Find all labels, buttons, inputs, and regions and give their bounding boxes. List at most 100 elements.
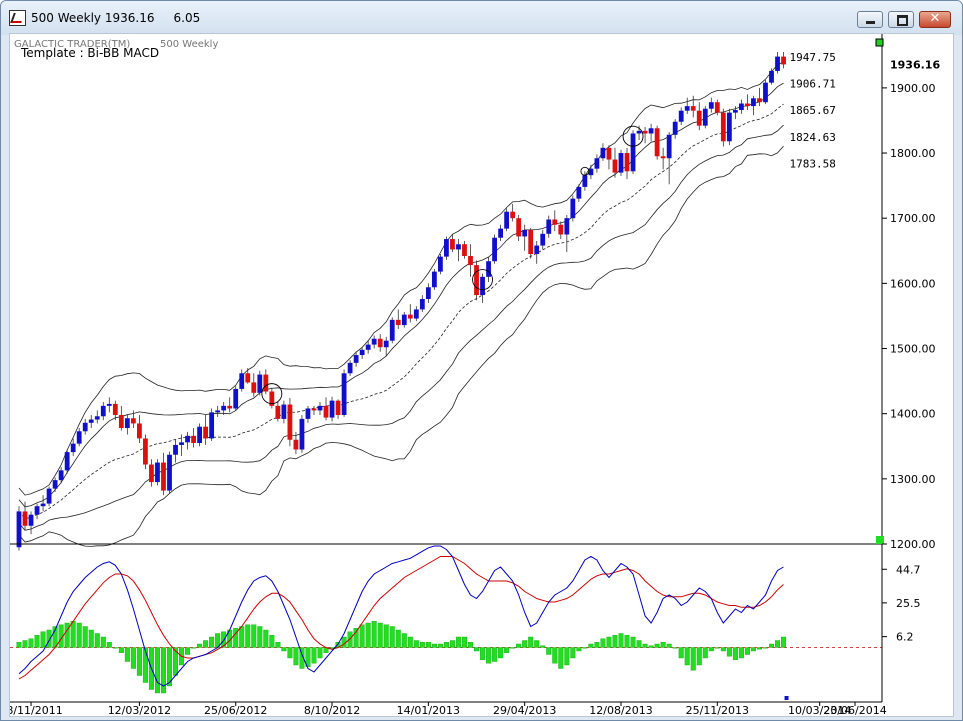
y-tick-label: 1700.00 xyxy=(890,212,936,225)
histogram-bar xyxy=(588,643,594,648)
candle-body xyxy=(377,338,383,348)
candle-body xyxy=(474,265,479,296)
title-bar[interactable]: 500 Weekly 1936.16 6.05 ✕ xyxy=(1,1,962,35)
histogram-bar xyxy=(690,647,696,671)
histogram-bar xyxy=(353,628,359,648)
candle-body xyxy=(227,405,233,409)
candle-body xyxy=(492,237,497,262)
candle-body xyxy=(329,400,335,418)
histogram-bar xyxy=(504,647,510,653)
histogram-bar xyxy=(702,647,708,659)
candle-body xyxy=(130,418,136,424)
candle-body xyxy=(40,503,46,507)
histogram-bar xyxy=(720,647,726,652)
candle-body xyxy=(221,405,227,411)
histogram-bar xyxy=(612,635,618,648)
histogram-bar xyxy=(16,642,22,648)
close-button[interactable]: ✕ xyxy=(919,11,951,28)
minimize-button[interactable] xyxy=(857,11,883,28)
histogram-bar xyxy=(275,642,281,648)
candle-body xyxy=(438,256,443,272)
window-title-text: 500 Weekly 1936.16 xyxy=(31,11,155,25)
candle-body xyxy=(419,298,425,310)
candle-body xyxy=(720,112,726,142)
candle-body xyxy=(143,438,148,465)
candle-body xyxy=(233,388,239,409)
candle-body xyxy=(516,218,522,237)
x-tick-label: 14/01/2013 xyxy=(397,704,460,716)
x-tick-label: 25/11/2013 xyxy=(686,704,749,716)
x-tick-label: 29/04/2013 xyxy=(493,704,556,716)
candle-body xyxy=(672,121,678,135)
histogram-bar xyxy=(142,647,148,683)
histogram-bar xyxy=(160,647,166,694)
histogram-bar xyxy=(630,636,636,648)
histogram-bar xyxy=(76,622,82,648)
histogram-bar xyxy=(269,635,275,648)
highlight-circle xyxy=(472,269,493,291)
histogram-bar xyxy=(136,647,142,676)
histogram-bar xyxy=(347,631,353,648)
histogram-bar xyxy=(257,626,263,648)
histogram-bar xyxy=(582,647,588,649)
histogram-bar xyxy=(468,642,474,648)
lower-band-1 xyxy=(18,124,784,531)
histogram-bar xyxy=(106,642,112,648)
candle-body xyxy=(702,108,708,126)
histogram-bar xyxy=(708,647,714,652)
candle-body xyxy=(757,98,762,103)
histogram-bar xyxy=(486,647,492,664)
band-value-label: 1906.71 xyxy=(790,77,836,90)
candle-body xyxy=(263,374,269,392)
histogram-bar xyxy=(732,647,738,660)
candle-body xyxy=(365,344,371,350)
upper-band-2 xyxy=(18,61,784,496)
candle-body xyxy=(257,374,263,393)
chart-app-icon[interactable] xyxy=(9,10,26,26)
candle-body xyxy=(594,158,600,169)
histogram-bar xyxy=(437,643,443,648)
macd-line xyxy=(18,545,784,687)
histogram-bar xyxy=(570,647,576,659)
candle-body xyxy=(450,239,455,250)
candle-body xyxy=(564,218,570,235)
histogram-bar xyxy=(203,640,209,648)
candle-body xyxy=(167,454,172,491)
candle-body xyxy=(558,224,564,235)
candle-body xyxy=(684,106,690,111)
last-price-label: 1936.16 xyxy=(890,58,940,71)
candle-body xyxy=(775,56,780,71)
candle-body xyxy=(546,219,552,234)
candle-body xyxy=(299,418,305,450)
candle-body xyxy=(606,147,612,160)
window-title-value: 6.05 xyxy=(173,11,201,25)
histogram-bar xyxy=(750,647,756,652)
candle-body xyxy=(323,405,329,418)
histogram-bar xyxy=(311,647,317,664)
candle-body xyxy=(576,186,582,199)
candle-body xyxy=(600,147,606,159)
candle-body xyxy=(468,255,473,266)
candle-body xyxy=(624,153,630,172)
histogram-bar xyxy=(738,647,744,659)
candle-body xyxy=(161,462,166,491)
candle-body xyxy=(528,229,534,255)
x-tick-label: 12/03/2012 xyxy=(108,704,171,716)
histogram-bar xyxy=(461,636,467,648)
maximize-button[interactable] xyxy=(888,11,914,28)
histogram-bar xyxy=(431,643,437,648)
y-tick-label: 1600.00 xyxy=(890,277,936,290)
candle-body xyxy=(341,373,347,415)
histogram-bar xyxy=(455,636,461,648)
candle-body xyxy=(708,102,714,109)
y-tick-label: 1300.00 xyxy=(890,473,936,486)
histogram-bar xyxy=(64,622,70,648)
chart-area[interactable]: 1947.75 1906.71 1865.67 1824.63 1783.58 1200… xyxy=(9,33,954,717)
candle-body xyxy=(407,314,413,319)
candle-body xyxy=(64,452,70,471)
candle-body xyxy=(763,82,768,103)
candle-body xyxy=(666,134,672,159)
histogram-bar xyxy=(552,647,558,664)
histogram-bar xyxy=(546,647,552,655)
histogram-bar xyxy=(534,640,540,648)
